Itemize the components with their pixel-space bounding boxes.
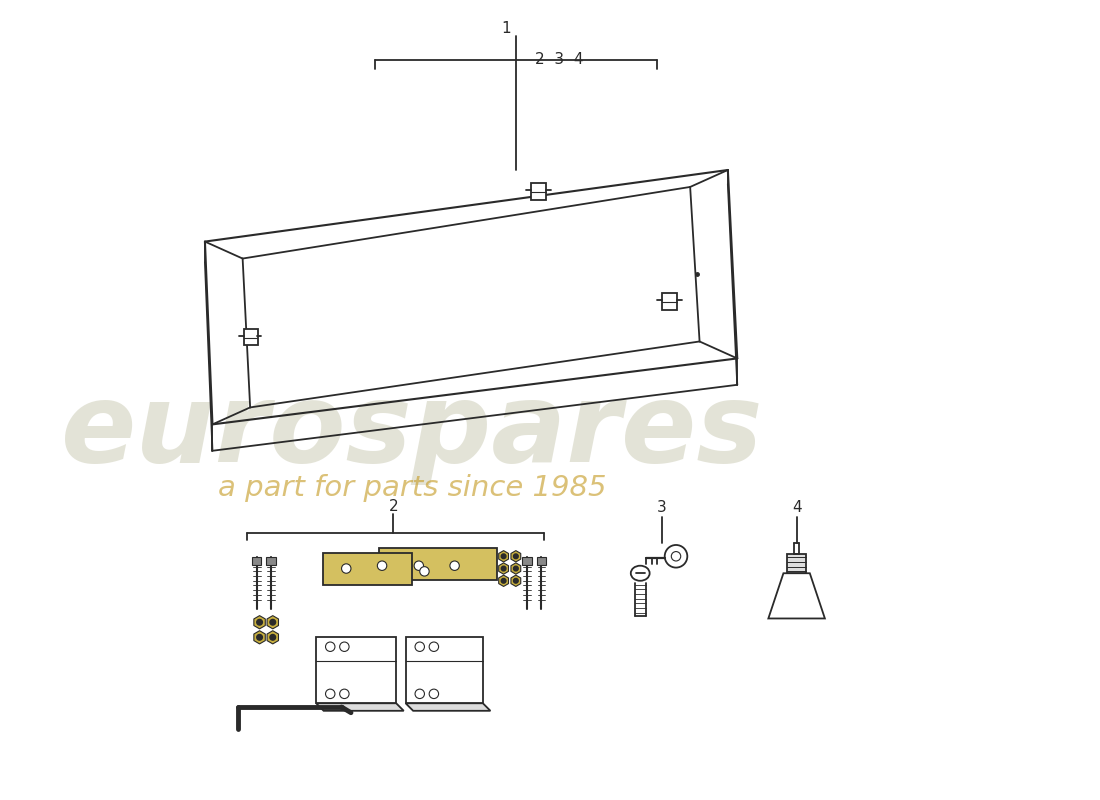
Text: 3: 3 [657, 500, 667, 514]
Bar [531, 183, 546, 200]
Polygon shape [406, 703, 491, 711]
Bar [243, 330, 257, 346]
Circle shape [414, 561, 424, 570]
Circle shape [671, 551, 681, 561]
Text: eurospares: eurospares [60, 378, 763, 486]
Circle shape [502, 554, 506, 558]
Circle shape [664, 545, 688, 567]
Circle shape [502, 578, 506, 583]
Circle shape [429, 689, 439, 698]
Circle shape [341, 564, 351, 574]
Polygon shape [769, 574, 825, 618]
Polygon shape [316, 703, 404, 711]
Circle shape [270, 634, 276, 640]
Circle shape [377, 561, 387, 570]
Ellipse shape [630, 566, 650, 581]
Text: 1: 1 [502, 21, 512, 36]
Circle shape [340, 689, 349, 698]
Circle shape [514, 578, 518, 583]
Bar [252, 558, 262, 565]
Bar [266, 558, 276, 565]
Text: 2: 2 [388, 499, 398, 514]
Circle shape [415, 642, 425, 651]
Bar [406, 638, 483, 703]
Circle shape [429, 642, 439, 651]
Bar [379, 548, 497, 580]
Bar [522, 558, 532, 565]
Bar [788, 554, 806, 574]
Text: 2  3  4: 2 3 4 [535, 52, 583, 67]
Circle shape [256, 634, 263, 640]
Circle shape [514, 554, 518, 558]
Text: 4: 4 [792, 500, 802, 514]
Bar [316, 638, 396, 703]
Text: a part for parts since 1985: a part for parts since 1985 [218, 474, 606, 502]
Circle shape [326, 689, 334, 698]
Circle shape [415, 689, 425, 698]
Bar [537, 558, 546, 565]
Circle shape [256, 619, 263, 625]
Circle shape [450, 561, 460, 570]
Circle shape [502, 566, 506, 571]
Circle shape [326, 642, 334, 651]
Circle shape [514, 566, 518, 571]
Bar [322, 553, 412, 585]
Circle shape [270, 619, 276, 625]
Circle shape [340, 642, 349, 651]
Bar [662, 294, 676, 310]
Circle shape [420, 566, 429, 576]
